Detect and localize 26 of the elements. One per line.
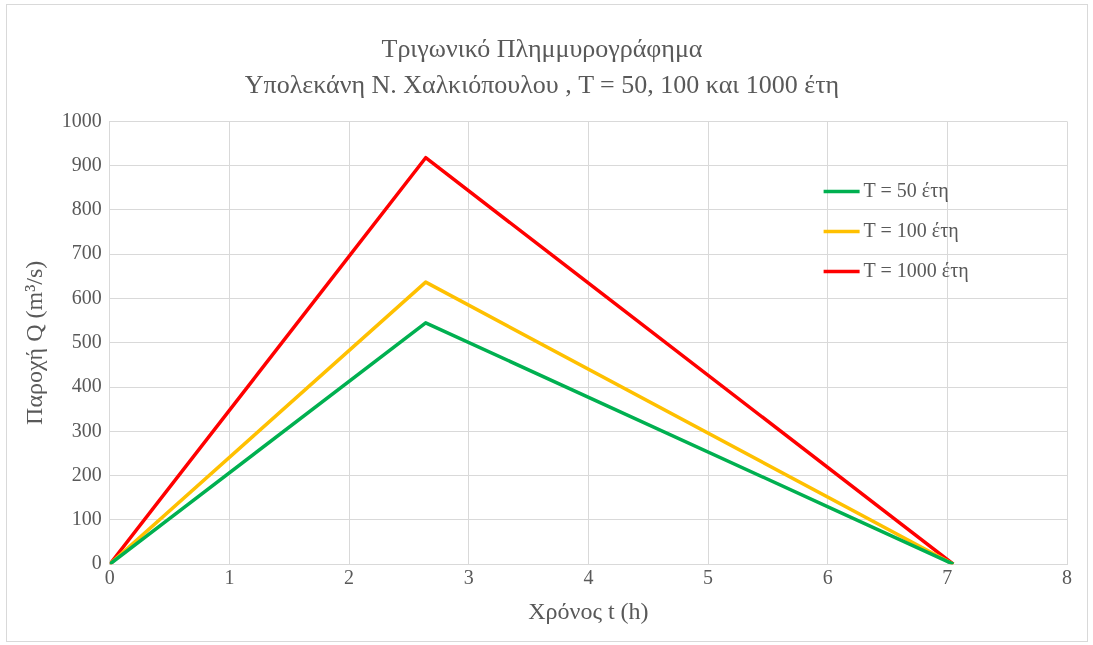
x-tick-label: 1 [224,566,235,589]
legend-label: T = 100 έτη [863,218,959,242]
chart-title: Τριγωνικό Πλημμυρογράφημα [381,34,703,64]
x-tick-label: 6 [822,566,833,589]
y-tick-label: 400 [71,374,102,397]
y-tick-label: 0 [91,551,102,574]
x-tick-label: 4 [583,566,594,589]
x-axis-title: Χρόνος t (h) [528,597,649,624]
chart-subtitle: Υπολεκάνη Ν. Χαλκιόπουλου , T = 50, 100 και 1000 έτη [244,69,840,99]
y-tick-label: 500 [71,330,102,353]
x-tick-label: 8 [1062,566,1072,589]
legend-label: T = 1000 έτη [863,258,969,282]
y-tick-label: 100 [71,507,102,530]
y-tick-label: 1000 [61,108,102,131]
x-tick-label: 2 [344,566,355,589]
y-tick-label: 900 [71,152,102,175]
y-tick-label: 200 [71,462,102,485]
y-tick-label: 300 [71,418,102,441]
y-tick-label: 600 [71,285,102,308]
y-tick-label: 700 [71,241,102,264]
x-tick-label: 3 [463,566,474,589]
legend-label: T = 50 έτη [863,178,949,202]
y-tick-label: 800 [71,197,102,220]
y-axis-title: Παροχή Q (m³/s) [20,260,47,425]
x-tick-label: 5 [703,566,714,589]
x-tick-label: 7 [942,566,953,589]
